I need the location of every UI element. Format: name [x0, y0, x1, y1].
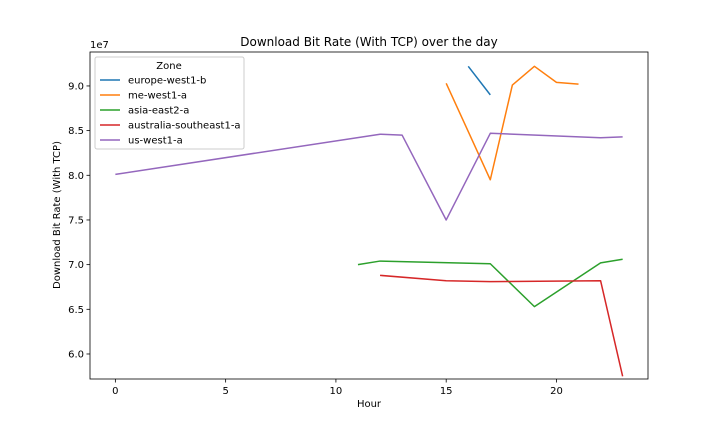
- legend-label: asia-east2-a: [128, 106, 189, 117]
- x-tick-label: 20: [550, 386, 563, 397]
- x-tick-label: 0: [112, 386, 118, 397]
- y-tick-label: 6.5: [68, 305, 84, 316]
- x-axis-title: Hour: [357, 399, 382, 410]
- legend-label: australia-southeast1-a: [128, 121, 241, 132]
- legend-label: me-west1-a: [128, 91, 187, 102]
- legend-title: Zone: [156, 61, 181, 72]
- y-axis-title: Download Bit Rate (With TCP): [52, 141, 63, 289]
- y-tick-label: 7.0: [68, 260, 84, 271]
- plot-area: [115, 65, 624, 377]
- y-tick-label: 7.5: [68, 215, 84, 226]
- series-line-asia-east2-a: [357, 258, 623, 308]
- x-tick-label: 15: [440, 386, 453, 397]
- y-axis-offset-label: 1e7: [90, 40, 109, 51]
- series-line-europe-west1-b: [467, 65, 491, 96]
- y-axis: 6.0 6.5 7.0 7.5 8.0 8.5 9.0: [68, 81, 90, 360]
- series-line-me-west1-a: [445, 65, 579, 181]
- x-tick-label: 10: [330, 386, 343, 397]
- y-tick-label: 9.0: [68, 81, 84, 92]
- y-tick-label: 8.5: [68, 126, 84, 137]
- x-axis: 0 5 10 15 20: [112, 379, 563, 397]
- plot-frame: [89, 51, 649, 380]
- x-tick-label: 5: [222, 386, 228, 397]
- series-line-us-west1-a: [115, 132, 623, 221]
- y-tick-label: 8.0: [68, 171, 84, 182]
- chart-title: Download Bit Rate (With TCP) over the da…: [240, 35, 498, 49]
- legend-label: europe-west1-b: [128, 76, 206, 87]
- series-line-australia-southeast1-a: [379, 274, 624, 377]
- y-tick-label: 6.0: [68, 349, 84, 360]
- legend: Zone europe-west1-b me-west1-a asia-east2-…: [94, 56, 245, 150]
- legend-box: [94, 56, 245, 150]
- legend-label: us-west1-a: [128, 136, 183, 147]
